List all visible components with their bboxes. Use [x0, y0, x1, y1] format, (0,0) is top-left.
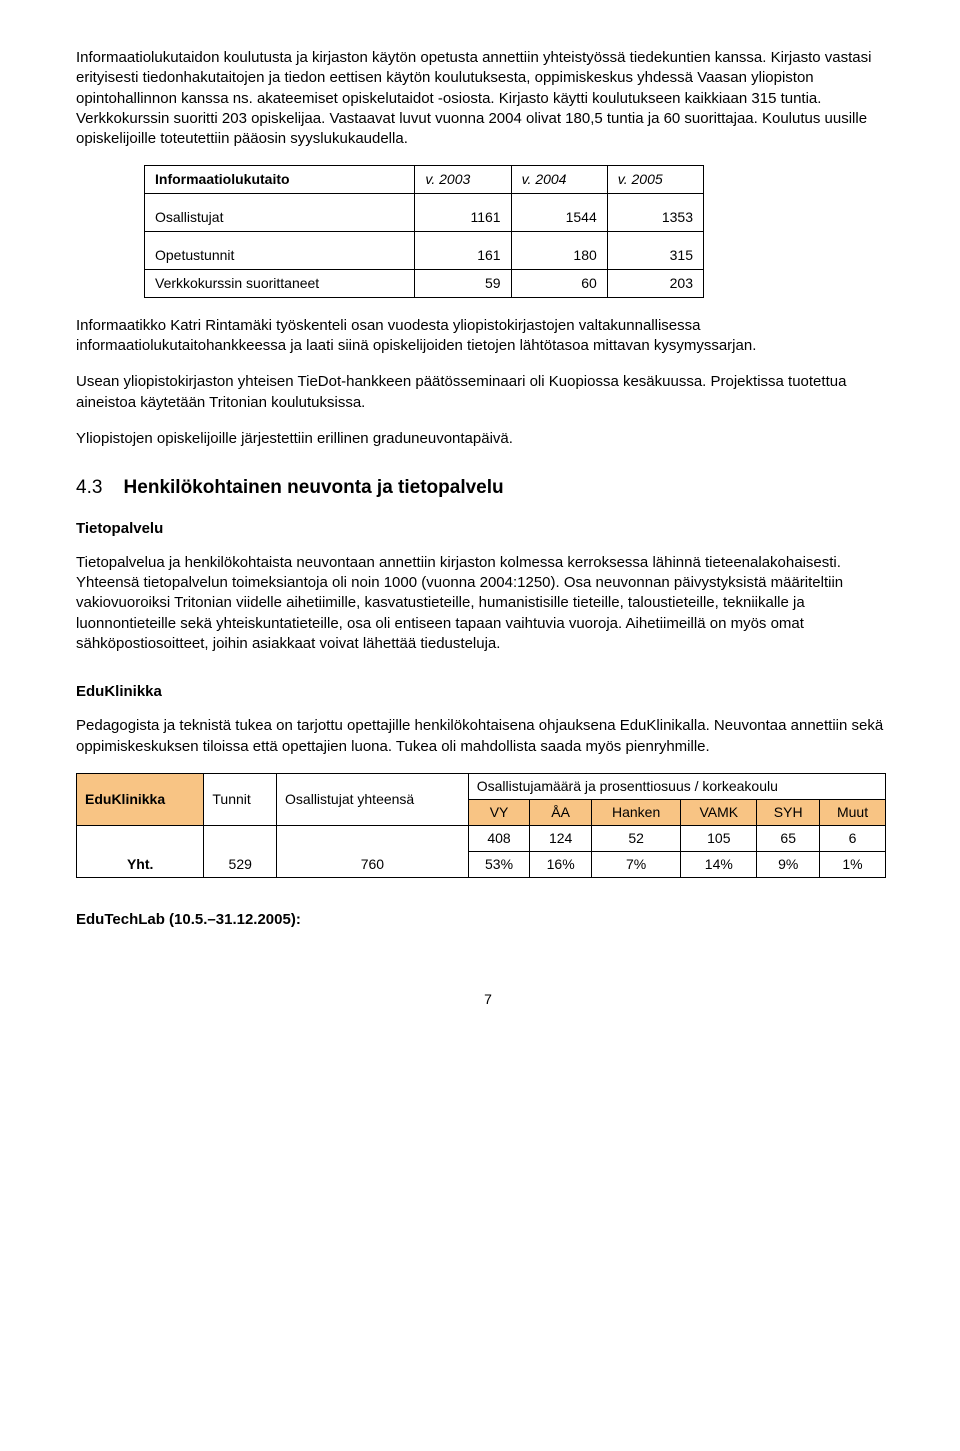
table-row: Verkkokurssin suorittaneet 59 60 203 — [145, 269, 704, 297]
t2-col-vy: VY — [468, 799, 530, 825]
t1-row2-c3: 203 — [607, 269, 703, 297]
t1-row1-c2: 180 — [511, 232, 607, 270]
t2-tunnit: 529 — [204, 825, 277, 877]
t2-count-aa: 124 — [530, 825, 592, 851]
info-literacy-table: Informaatiolukutaito v. 2003 v. 2004 v. … — [144, 165, 704, 298]
t1-row1-c3: 315 — [607, 232, 703, 270]
t1-header-2004: v. 2004 — [511, 166, 607, 194]
t1-row2-c2: 60 — [511, 269, 607, 297]
subhead-tietopalvelu: Tietopalvelu — [76, 519, 900, 539]
eduklinikka-table: EduKlinikka Tunnit Osallistujat yhteensä… — [76, 773, 886, 878]
t2-pct-muut: 1% — [820, 851, 886, 877]
t2-count-vamk: 105 — [681, 825, 757, 851]
table-row: Opetustunnit 161 180 315 — [145, 232, 704, 270]
paragraph-2: Informaatikko Katri Rintamäki työskentel… — [76, 316, 900, 357]
t2-count-syh: 65 — [757, 825, 820, 851]
t2-pct-aa: 16% — [530, 851, 592, 877]
t2-col-hanken: Hanken — [591, 799, 680, 825]
t1-row2-label: Verkkokurssin suorittaneet — [145, 269, 415, 297]
t2-col-muut: Muut — [820, 799, 886, 825]
t2-pct-syh: 9% — [757, 851, 820, 877]
t1-row0-c1: 1161 — [415, 194, 511, 232]
t1-header-2003: v. 2003 — [415, 166, 511, 194]
t2-row-label: Yht. — [77, 825, 204, 877]
subhead-eduklinikka: EduKlinikka — [76, 682, 900, 702]
t2-count-muut: 6 — [820, 825, 886, 851]
page-number: 7 — [76, 990, 900, 1009]
table-row: Yht. 529 760 408 124 52 105 65 6 — [77, 825, 886, 851]
t2-h-tunnit: Tunnit — [204, 773, 277, 825]
t1-row0-label: Osallistujat — [145, 194, 415, 232]
t1-row1-c1: 161 — [415, 232, 511, 270]
paragraph-3: Usean yliopistokirjaston yhteisen TieDot… — [76, 372, 900, 413]
table-row: Osallistujat 1161 1544 1353 — [145, 194, 704, 232]
t1-row1-label: Opetustunnit — [145, 232, 415, 270]
paragraph-6: Pedagogista ja teknistä tukea on tarjott… — [76, 716, 900, 757]
t2-pct-vy: 53% — [468, 851, 530, 877]
t2-col-vamk: VAMK — [681, 799, 757, 825]
t1-header-2005: v. 2005 — [607, 166, 703, 194]
t2-h-eduklinikka: EduKlinikka — [77, 773, 204, 825]
t2-count-hanken: 52 — [591, 825, 680, 851]
t1-row0-c3: 1353 — [607, 194, 703, 232]
section-heading: 4.3 Henkilökohtainen neuvonta ja tietopa… — [76, 475, 900, 501]
t2-h-osallistujat: Osallistujat yhteensä — [277, 773, 469, 825]
subhead-edutechlab: EduTechLab (10.5.–31.12.2005): — [76, 910, 900, 930]
t1-header-label: Informaatiolukutaito — [145, 166, 415, 194]
t2-pct-vamk: 14% — [681, 851, 757, 877]
paragraph-1: Informaatiolukutaidon koulutusta ja kirj… — [76, 48, 900, 149]
t2-col-syh: SYH — [757, 799, 820, 825]
t2-pct-hanken: 7% — [591, 851, 680, 877]
section-number: 4.3 — [76, 477, 102, 498]
paragraph-4: Yliopistojen opiskelijoille järjestettii… — [76, 429, 900, 449]
t2-osall: 760 — [277, 825, 469, 877]
t1-row2-c1: 59 — [415, 269, 511, 297]
paragraph-5: Tietopalvelua ja henkilökohtaista neuvon… — [76, 553, 900, 654]
section-title-text: Henkilökohtainen neuvonta ja tietopalvel… — [124, 477, 504, 498]
t2-count-vy: 408 — [468, 825, 530, 851]
t2-h-right-title: Osallistujamäärä ja prosenttiosuus / kor… — [468, 773, 885, 799]
t2-col-aa: ÅA — [530, 799, 592, 825]
t1-row0-c2: 1544 — [511, 194, 607, 232]
